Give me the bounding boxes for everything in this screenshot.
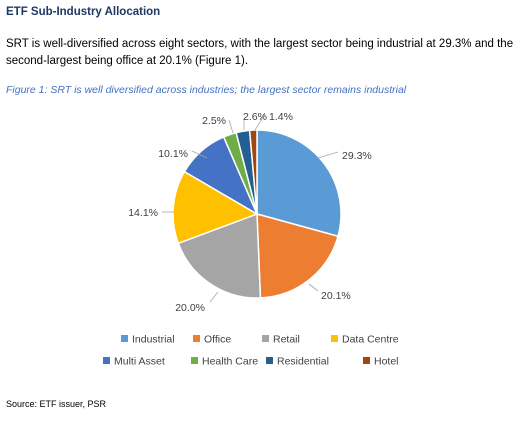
pie-slice-hotel: [248, 129, 258, 215]
data-label-retail: 20.0%: [175, 302, 205, 314]
legend-label-residential: Residential: [277, 356, 329, 368]
pie-slice-data-centre: [172, 170, 259, 245]
legend-swatch-industrial: [121, 335, 128, 342]
pie-slice-industrial: [256, 129, 342, 238]
data-label-multi-asset: 10.1%: [158, 148, 188, 160]
leader-line-industrial: [317, 151, 339, 159]
legend-label-health-care: Health Care: [202, 356, 258, 368]
leader-line-office: [308, 283, 319, 292]
description-paragraph: SRT is well-diversified across eight sec…: [6, 38, 514, 67]
legend-label-multi-asset: Multi Asset: [114, 356, 165, 368]
leader-line-hotel: [254, 113, 266, 131]
pie-slice-retail: [177, 212, 262, 299]
legend-label-office: Office: [204, 334, 231, 346]
data-label-office: 20.1%: [321, 290, 351, 302]
legend-swatch-residential: [266, 357, 273, 364]
data-label-data-centre: 14.1%: [128, 207, 158, 219]
legend-label-retail: Retail: [273, 334, 300, 346]
legend-swatch-multi-asset: [103, 357, 110, 364]
legend-swatch-hotel: [363, 357, 370, 364]
figure-caption: Figure 1: SRT is well diversified across…: [6, 84, 407, 96]
section-heading: ETF Sub-Industry Allocation: [6, 6, 161, 18]
leader-line-retail: [209, 291, 219, 303]
legend-label-data-centre: Data Centre: [342, 334, 399, 346]
data-label-industrial: 29.3%: [342, 150, 372, 162]
source-note: Source: ETF issuer, PSR: [6, 399, 107, 409]
data-label-health-care: 2.5%: [202, 115, 226, 127]
legend-label-industrial: Industrial: [132, 334, 175, 346]
data-label-hotel: 1.4%: [269, 111, 293, 123]
legend-label-hotel: Hotel: [374, 356, 399, 368]
legend-swatch-retail: [262, 335, 269, 342]
pie-slice-office: [256, 213, 339, 299]
legend-swatch-health-care: [191, 357, 198, 364]
legend-swatch-data-centre: [331, 335, 338, 342]
legend-swatch-office: [193, 335, 200, 342]
leader-line-health-care: [228, 119, 234, 134]
leader-line-multi-asset: [191, 150, 208, 159]
